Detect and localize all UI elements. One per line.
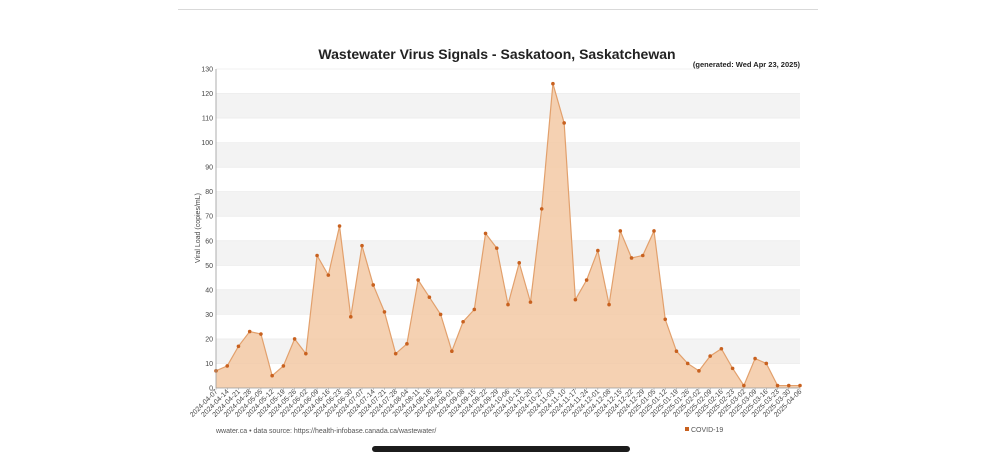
data-point [225,364,230,368]
data-point [360,243,364,248]
data-point [506,302,510,307]
legend-swatch [685,427,689,431]
data-point [438,312,443,317]
data-point [764,361,769,366]
y-tick-label: 50 [205,263,213,270]
y-tick-label: 10 [205,361,213,368]
data-point [674,349,679,353]
top-divider [178,9,818,10]
y-tick-label: 0 [209,386,213,393]
data-point [326,273,331,277]
plot-band [216,93,800,119]
data-point [337,224,342,228]
y-tick-label: 100 [201,140,213,147]
data-point [450,349,454,353]
data-point [697,369,701,373]
data-point [517,261,522,265]
chart-subtitle: (generated: Wed Apr 23, 2025) [693,60,801,69]
y-tick-label: 110 [202,116,213,123]
data-point [427,295,432,300]
data-point [786,383,791,388]
data-point [281,364,286,368]
data-point [461,319,465,324]
data-point [730,366,735,371]
data-point [551,81,555,86]
data-point [629,256,634,260]
data-point [292,337,297,341]
legend-label: COVID-19 [691,427,723,434]
chart-title: Wastewater Virus Signals - Saskatoon, Sa… [318,46,675,62]
data-point [663,317,668,322]
y-tick-label: 20 [205,336,213,343]
data-point [405,342,409,346]
data-point [483,231,488,236]
y-tick-label: 70 [205,214,213,221]
data-point [528,300,533,304]
plot-band [216,240,800,266]
data-point [753,356,757,361]
data-point [708,354,712,358]
y-tick-label: 80 [205,189,213,196]
data-point [472,307,477,312]
y-tick-label: 120 [201,91,213,98]
data-point [494,246,499,250]
data-points [214,81,802,388]
y-tick-label: 30 [205,312,213,319]
data-point [304,351,308,356]
data-point [798,383,802,388]
data-point [596,248,600,253]
home-indicator [372,446,630,452]
data-point [640,253,645,258]
data-point [685,361,690,366]
y-tick-label: 130 [201,67,213,74]
data-point [371,283,376,287]
data-point [382,310,387,314]
data-point [742,383,746,388]
y-tick-labels: 0 10 20 30 40 50 60 70 80 90 100 110 120 130 [201,67,213,393]
y-tick-label: 90 [205,165,213,172]
footer-source: wwater.ca • data source: https://health-… [215,428,436,435]
data-point [259,332,263,336]
data-point [270,373,274,378]
data-point [348,315,353,319]
data-point [393,351,398,356]
data-point [775,383,780,388]
data-point [562,121,566,125]
x-tick-labels: 2024-04-072024-04-142024-04-212024-04-28… [189,388,803,419]
y-tick-label: 40 [205,287,213,294]
plot-band [216,191,800,217]
data-point [584,278,589,282]
y-axis-label: Viral Load (copies/mL) [195,193,202,263]
y-tick-label: 60 [205,238,213,245]
plot-band [216,142,800,168]
data-point [573,297,578,302]
data-point [607,302,611,307]
data-point [618,229,623,233]
data-point [247,329,252,334]
data-point [416,278,420,282]
data-point [719,346,724,351]
data-point [539,207,544,211]
series-area [216,83,800,388]
data-point [315,253,319,258]
data-point [652,229,656,233]
data-point [236,344,241,349]
